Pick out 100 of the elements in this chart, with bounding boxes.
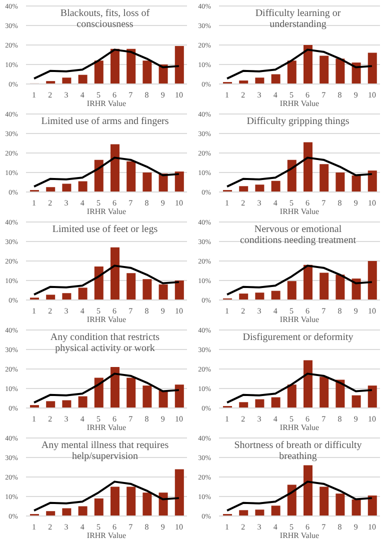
x-tick-label: 5 <box>96 198 100 208</box>
x-tick-label: 1 <box>32 198 36 208</box>
x-tick-label: 2 <box>241 414 246 424</box>
x-tick-label: 6 <box>112 198 117 208</box>
x-tick-label: 4 <box>80 414 84 424</box>
x-tick-label: 2 <box>48 198 52 208</box>
x-tick-label: 7 <box>128 414 133 424</box>
x-tick-label: 7 <box>128 198 133 208</box>
x-tick-label: 5 <box>96 306 100 316</box>
x-axis-title: IRHR Value <box>86 423 127 432</box>
x-tick-label: 6 <box>112 414 117 424</box>
x-tick-label: 10 <box>174 414 183 424</box>
x-tick-label: 2 <box>48 414 52 424</box>
x-tick-label: 9 <box>354 414 358 424</box>
x-tick-label: 5 <box>289 522 294 532</box>
x-tick-label: 10 <box>368 414 376 424</box>
x-tick-label: 5 <box>96 414 100 424</box>
x-tick-label: 4 <box>273 90 278 100</box>
x-tick-label: 9 <box>160 306 165 316</box>
x-tick-label: 5 <box>289 198 294 208</box>
x-tick-label: 4 <box>273 522 278 532</box>
x-tick-label: 3 <box>64 90 68 100</box>
x-tick-label: 9 <box>160 198 165 208</box>
x-tick-label: 7 <box>128 306 133 316</box>
x-tick-label: 9 <box>160 414 165 424</box>
x-tick-label: 2 <box>241 90 246 100</box>
x-tick-label: 4 <box>80 198 84 208</box>
x-tick-label: 5 <box>96 90 100 100</box>
x-axis-title: IRHR Value <box>86 531 127 540</box>
x-tick-label: 9 <box>160 90 165 100</box>
x-tick-label: 5 <box>289 414 294 424</box>
x-tick-label: 2 <box>48 90 52 100</box>
text: Any condition that restricts physical activity or work <box>49 332 161 354</box>
x-tick-label: 7 <box>128 522 133 532</box>
x-tick-label: 4 <box>273 198 278 208</box>
x-tick-label: 6 <box>306 198 310 208</box>
x-tick-label: 6 <box>306 90 310 100</box>
chart-title: Disfigurement or deformity <box>242 332 354 343</box>
x-tick-label: 10 <box>174 522 183 532</box>
x-tick-label: 3 <box>257 198 262 208</box>
chart-title: Difficulty gripping things <box>246 116 350 127</box>
x-tick-label: 1 <box>32 522 36 532</box>
x-tick-label: 10 <box>174 306 183 316</box>
x-tick-label: 8 <box>144 414 149 424</box>
text: Difficulty learning or understanding <box>254 8 342 30</box>
x-axis-title: IRHR Value <box>280 423 320 432</box>
x-tick-label: 7 <box>322 198 326 208</box>
x-tick-label: 2 <box>241 522 246 532</box>
x-tick-label: 8 <box>144 306 149 316</box>
x-tick-label: 3 <box>64 306 68 316</box>
x-tick-label: 1 <box>32 90 36 100</box>
x-axis-title: IRHR Value <box>280 531 320 540</box>
x-axis-title: IRHR Value <box>280 99 320 108</box>
x-tick-label: 3 <box>257 522 262 532</box>
x-tick-label: 3 <box>64 522 68 532</box>
x-tick-label: 8 <box>338 522 342 532</box>
x-tick-label: 8 <box>338 90 342 100</box>
x-tick-label: 6 <box>306 306 310 316</box>
chart-title: Limited use of arms and fingers <box>40 116 170 127</box>
text: Blackouts, fits, loss of consciousness <box>59 8 151 30</box>
x-tick-label: 4 <box>80 522 84 532</box>
chart-title: Limited use of feet or legs <box>51 224 159 235</box>
x-tick-label: 10 <box>368 306 376 316</box>
x-tick-label: 7 <box>322 414 326 424</box>
x-tick-label: 1 <box>225 306 230 316</box>
x-axis-title: IRHR Value <box>86 99 127 108</box>
x-tick-label: 5 <box>96 522 100 532</box>
x-tick-label: 10 <box>368 90 376 100</box>
x-tick-label: 2 <box>241 306 246 316</box>
x-tick-label: 2 <box>48 306 52 316</box>
x-tick-label: 1 <box>225 90 230 100</box>
x-tick-label: 3 <box>257 306 262 316</box>
x-tick-label: 3 <box>64 414 68 424</box>
x-tick-label: 4 <box>273 414 278 424</box>
x-tick-label: 6 <box>112 90 117 100</box>
x-tick-label: 7 <box>322 522 326 532</box>
x-tick-label: 1 <box>32 414 36 424</box>
x-tick-label: 6 <box>306 414 310 424</box>
x-tick-label: 4 <box>80 90 84 100</box>
x-tick-label: 9 <box>354 90 358 100</box>
x-tick-label: 5 <box>289 306 294 316</box>
x-tick-label: 8 <box>144 90 149 100</box>
x-tick-label: 8 <box>144 522 149 532</box>
x-tick-label: 3 <box>64 198 68 208</box>
x-tick-label: 4 <box>80 306 84 316</box>
text: Nervous or emotional conditions needing treatment <box>238 224 358 246</box>
x-tick-label: 10 <box>368 522 376 532</box>
x-tick-label: 4 <box>273 306 278 316</box>
x-tick-label: 1 <box>225 522 230 532</box>
x-tick-label: 3 <box>257 414 262 424</box>
x-tick-label: 9 <box>354 522 358 532</box>
x-tick-label: 10 <box>368 198 376 208</box>
x-tick-label: 10 <box>174 90 183 100</box>
x-tick-label: 8 <box>338 306 342 316</box>
x-tick-label: 1 <box>225 414 230 424</box>
x-tick-label: 8 <box>338 198 342 208</box>
x-tick-label: 2 <box>241 198 246 208</box>
x-axis-title: IRHR Value <box>280 207 320 216</box>
x-tick-label: 6 <box>112 306 117 316</box>
x-axis-title: IRHR Value <box>280 315 320 324</box>
